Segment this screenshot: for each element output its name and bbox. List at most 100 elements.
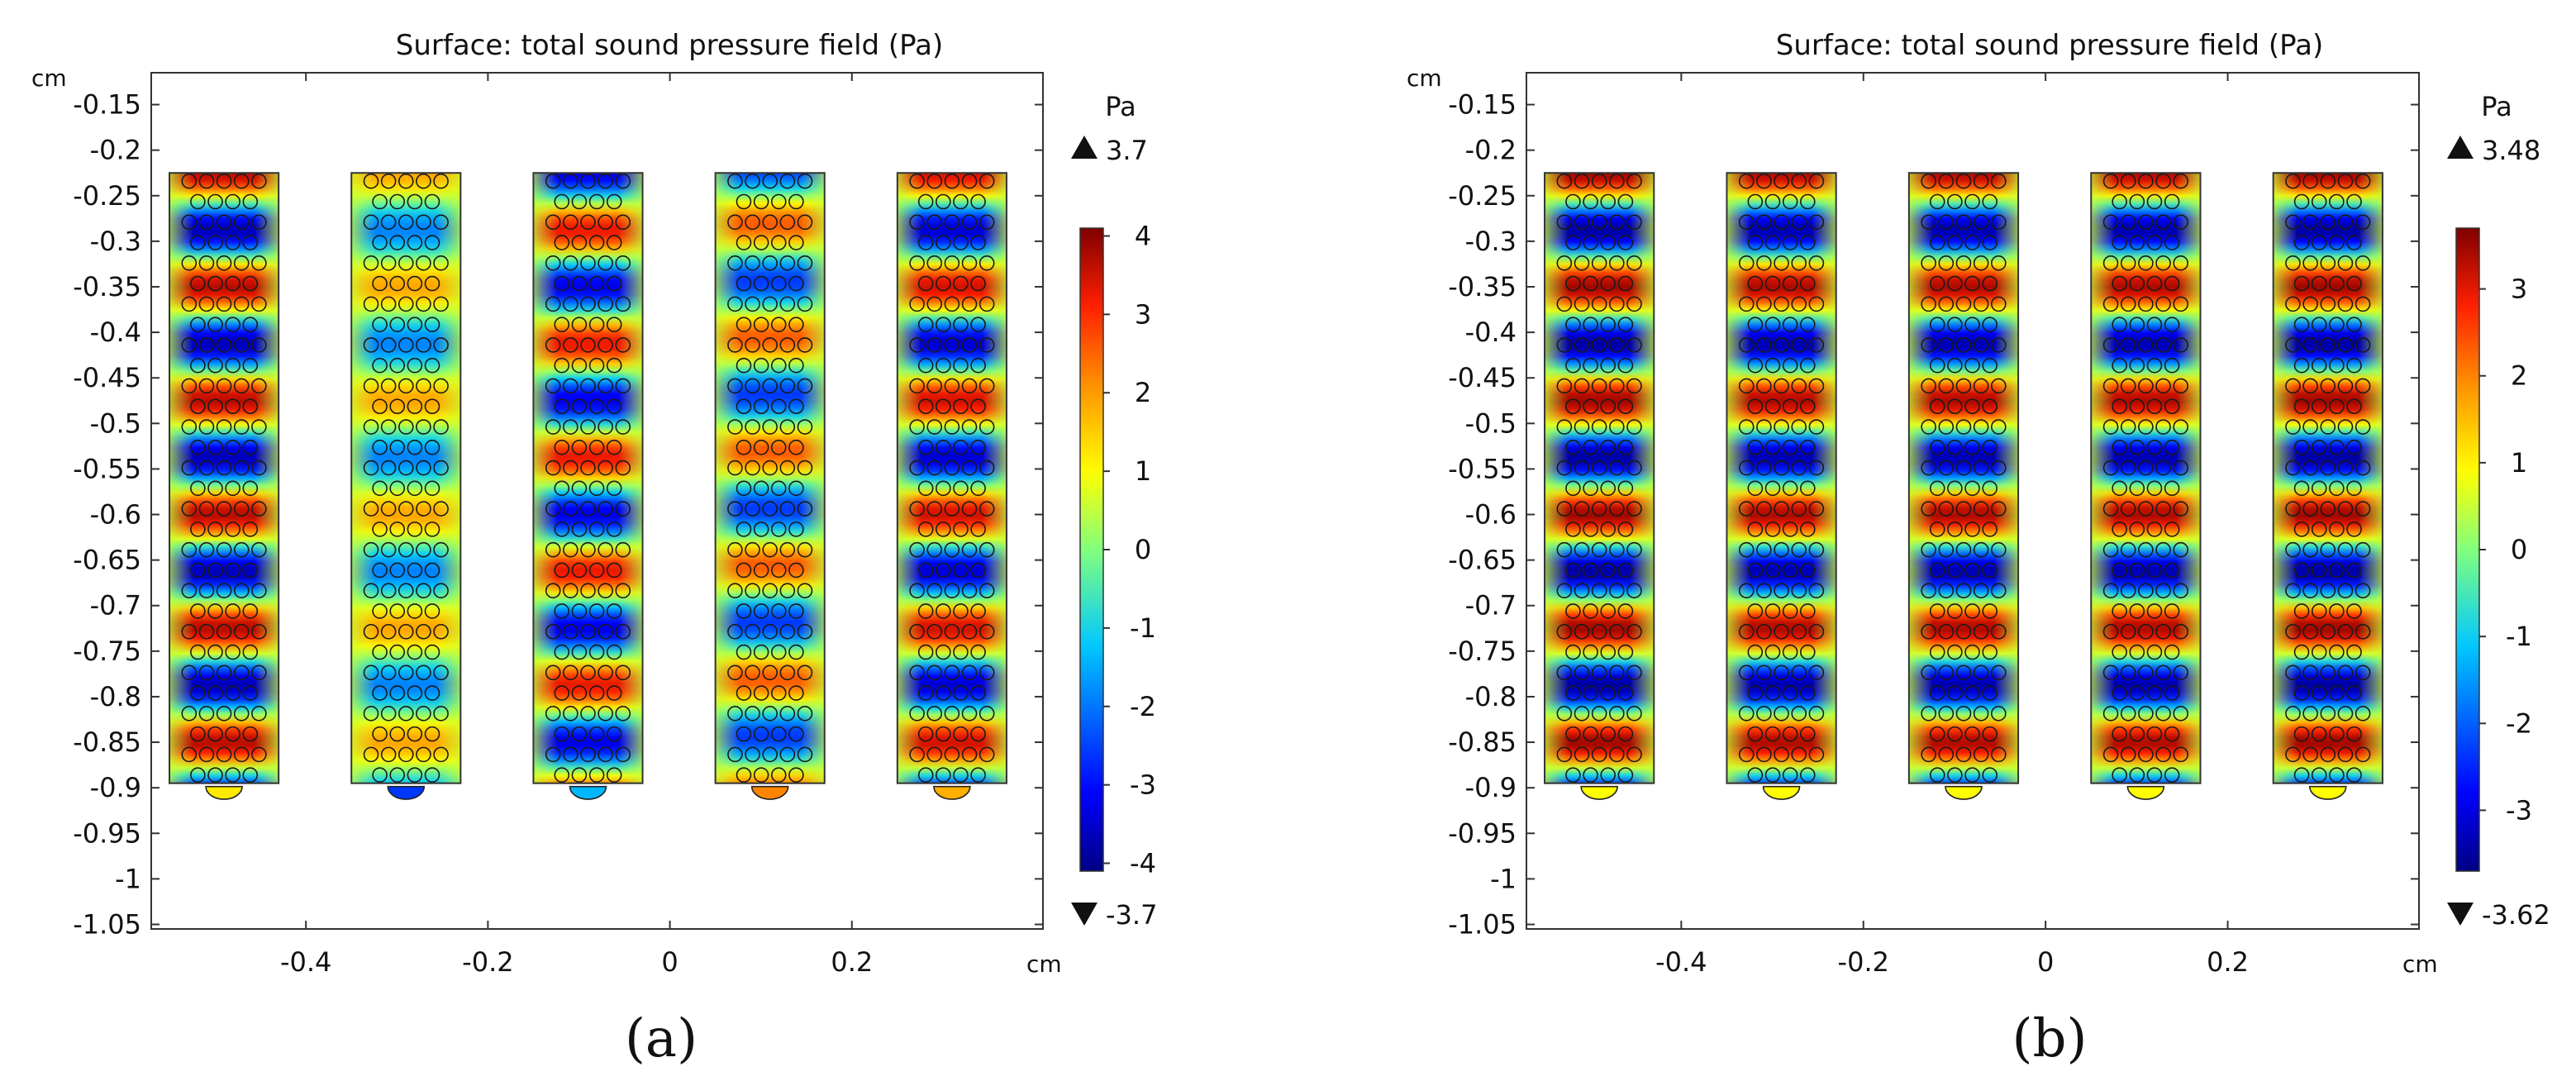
scatterer-ring	[424, 275, 440, 292]
scatterer-ring	[242, 603, 259, 619]
scatterer-ring	[753, 685, 769, 701]
scatterer-ring	[961, 746, 978, 763]
scatterer-ring	[2102, 460, 2119, 476]
scatterer-ring	[1929, 603, 1945, 619]
scatterer-ring	[926, 337, 943, 353]
scatterer-ring	[2320, 419, 2336, 435]
scatterer-ring	[1938, 337, 1955, 353]
scatterer-ring	[926, 460, 943, 476]
scatterer-ring	[978, 664, 995, 681]
scatterer-ring	[233, 746, 250, 763]
scatterer-ring	[1964, 275, 1980, 292]
scatterer-ring	[2302, 214, 2318, 231]
scatterer-ring	[1955, 623, 1972, 640]
scatterer-ring	[2285, 214, 2301, 231]
scatterer-ring	[2302, 664, 2318, 681]
scatterer-ring	[207, 398, 223, 415]
scatterer-ring	[251, 378, 267, 394]
scatterer-ring	[1964, 235, 1980, 250]
scatterer-ring	[2355, 541, 2371, 558]
scatterer-ring	[1756, 664, 1772, 681]
scatterer-ring	[380, 337, 397, 353]
scatterer-ring	[1583, 275, 1598, 292]
scatterer-ring	[216, 255, 232, 271]
scatterer-ring	[1617, 603, 1634, 619]
scatterer-ring	[1556, 214, 1573, 231]
colorbar-tick-label: 1	[2511, 447, 2527, 479]
scatterer-ring	[745, 460, 760, 476]
y-tick-label: -0.25	[1448, 180, 1517, 212]
scatterer-ring	[615, 501, 631, 517]
scatterer-ring	[407, 522, 423, 537]
scatterer-ring	[1617, 480, 1634, 497]
scatterer-ring	[1591, 255, 1607, 271]
channel	[714, 172, 826, 800]
scatterer-ring	[2155, 378, 2171, 394]
scatterer-ring	[1591, 501, 1607, 517]
scatterer-ring	[1600, 275, 1617, 292]
scatterer-ring	[1800, 603, 1816, 619]
scatterer-ring	[398, 378, 414, 394]
scatterer-ring	[961, 623, 978, 640]
scatterer-ring	[797, 583, 813, 598]
scatterer-ring	[2285, 255, 2301, 271]
pressure-field-edge	[715, 173, 825, 784]
scatterer-ring	[1990, 664, 2007, 681]
scatterer-ring	[606, 357, 622, 374]
scatterer-ring	[1600, 398, 1617, 415]
scatterer-ring	[762, 378, 778, 394]
scatterer-ring	[216, 173, 232, 189]
channel	[2272, 172, 2383, 800]
scatterer-ring	[953, 767, 969, 783]
scatterer-ring	[1990, 706, 2007, 722]
scatterer-ring	[2346, 685, 2362, 701]
scatterer-ring	[727, 501, 743, 517]
scatterer-ring	[1964, 480, 1980, 497]
scatterer-ring	[2146, 275, 2163, 292]
scatterer-ring	[407, 562, 423, 579]
scatterer-ring	[2120, 460, 2136, 476]
scatterer-ring	[936, 603, 951, 619]
scatterer-ring	[762, 541, 778, 558]
scatterer-ring	[424, 522, 440, 537]
scatterer-ring	[181, 746, 198, 763]
scatterer-ring	[1609, 541, 1625, 558]
scatterer-ring	[1990, 419, 2007, 435]
scatterer-ring	[1791, 623, 1807, 640]
scatterer-ring	[554, 522, 570, 537]
scatterer-ring	[961, 419, 978, 435]
scatterer-ring	[1964, 562, 1980, 579]
scatterer-ring	[1617, 235, 1634, 250]
scatterer-ring	[1938, 296, 1955, 312]
scatterer-ring	[736, 562, 752, 579]
scatterer-ring	[2173, 706, 2189, 722]
scatterer-ring	[1938, 623, 1955, 640]
scatterer-ring	[745, 214, 760, 231]
scatterer-ring	[1556, 664, 1573, 681]
scatterer-ring	[588, 480, 605, 497]
scatterer-ring	[917, 275, 934, 292]
scatterer-ring	[1955, 337, 1972, 353]
scatterer-ring	[1947, 685, 1963, 701]
scatterer-ring	[1626, 623, 1642, 640]
scatterer-ring	[917, 726, 934, 742]
scatterer-ring	[1955, 378, 1972, 394]
scatterer-ring	[917, 685, 934, 701]
scatterer-ring	[615, 419, 631, 435]
scatterer-ring	[1591, 378, 1607, 394]
scatterer-ring	[970, 235, 986, 250]
scatterer-ring	[2173, 746, 2189, 763]
scatterer-ring	[1747, 357, 1764, 374]
scatterer-ring	[2337, 706, 2354, 722]
scatterer-ring	[770, 522, 787, 537]
scatterer-ring	[2102, 623, 2119, 640]
scatterer-ring	[2155, 173, 2171, 189]
pressure-field-edge	[2273, 173, 2383, 784]
scatterer-ring	[2146, 562, 2163, 579]
scatterer-ring	[398, 583, 414, 598]
scatterer-ring	[251, 255, 267, 271]
scatterer-ring	[1929, 275, 1945, 292]
min-marker-icon	[1071, 903, 1098, 926]
scatterer-ring	[407, 398, 423, 415]
scatterer-ring	[2285, 623, 2301, 640]
